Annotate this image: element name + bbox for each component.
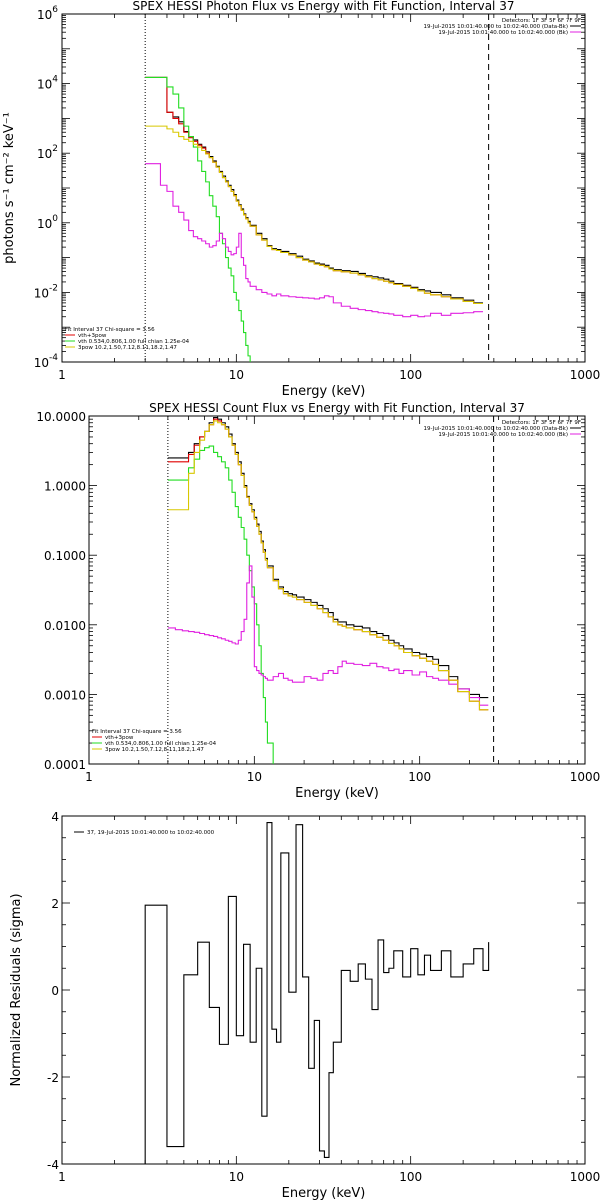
- x-tick-label: 10: [229, 368, 244, 382]
- chart-title: SPEX HESSI Count Flux vs Energy with Fit…: [149, 401, 525, 415]
- x-axis-label: Energy (keV): [282, 1186, 366, 1200]
- legend-detectors: Detectors: 1F 3F 5F 6F 7F 9F: [502, 18, 581, 24]
- legend-bottom: Fit Interval 37 Chi-square = 3.56vth+3po…: [92, 729, 217, 753]
- x-axis-label: Energy (keV): [295, 786, 379, 801]
- legend-entry: 19-Jul-2015 10:01:40.000 to 10:02:40.000…: [438, 432, 568, 438]
- legend-detectors: Detectors: 1F 3F 5F 6F 7F 9F: [502, 420, 581, 426]
- legend-fit-info: Fit Interval 37 Chi-square = 3.56: [92, 729, 182, 735]
- y-tick-label: 102: [37, 144, 58, 161]
- series-line-3: [145, 163, 484, 318]
- y-tick-label: 1.0000: [44, 480, 86, 494]
- series-line-1: [145, 76, 484, 305]
- series-line-1: [167, 418, 489, 711]
- legend-entry: 19-Jul-2015 10:01:40.000 to 10:02:40.000…: [424, 24, 569, 30]
- x-tick-label: 1000: [570, 770, 600, 784]
- y-axis-label: photons s⁻¹ cm⁻² keV⁻¹: [2, 112, 17, 264]
- y-tick-label: 0: [51, 984, 59, 998]
- y-ticks: [89, 418, 585, 765]
- legend-entry: 3pow 10.2,1.50,7.12,8.11,18.2,1.47: [105, 747, 204, 753]
- x-tick-label: 1000: [570, 368, 600, 382]
- legend-top: Detectors: 1F 3F 5F 6F 7F 9F19-Jul-2015 …: [424, 420, 581, 438]
- x-tick-label: 10: [247, 770, 262, 784]
- series-line-2: [145, 76, 251, 362]
- series-line-2: [167, 445, 274, 764]
- series-line-4: [167, 420, 489, 711]
- residuals-panel: 1 10 100 1000 -4 -2 0 2 4 Energy (keV) Normalized …: [9, 810, 600, 1200]
- series-group: [145, 76, 484, 362]
- y-tick-label: 0.0100: [44, 619, 86, 633]
- legend-entry: vth 0.534,0.806,1.00 full chian 1.25e-04: [105, 741, 217, 747]
- chart-title: SPEX HESSI Photon Flux vs Energy with Fi…: [133, 0, 515, 13]
- y-tick-label: 10-4: [34, 353, 59, 370]
- legend-entry: 37, 19-Jul-2015 10:01:40.000 to 10:02:40…: [87, 830, 215, 836]
- legend-entry: 3pow 10.2,1.50,7.12,8.11,18.2,1.47: [78, 345, 177, 351]
- series-line-3: [167, 565, 489, 706]
- y-ticks: [62, 815, 585, 1165]
- legend-entry: vth+3pow: [105, 735, 134, 741]
- legend-entry: 19-Jul-2015 10:01:40.000 to 10:02:40.000…: [438, 30, 568, 36]
- series-group: [144, 821, 490, 1164]
- x-tick-label: 1: [58, 368, 66, 382]
- plot-frame: [61, 815, 586, 1165]
- legend-top: Detectors: 1F 3F 5F 6F 7F 9F19-Jul-2015 …: [424, 18, 581, 36]
- plot-frame: [61, 13, 586, 363]
- x-ticks: [88, 416, 578, 764]
- y-tick-label: 0.0001: [44, 758, 86, 772]
- y-tick-label: 0.1000: [44, 549, 86, 563]
- y-tick-label: 100: [37, 214, 58, 231]
- x-ticks: [61, 14, 578, 362]
- x-tick-label: 1000: [570, 1170, 600, 1184]
- legend-entry: 19-Jul-2015 10:01:40.000 to 10:02:40.000…: [424, 426, 569, 432]
- y-tick-label: 0.0010: [44, 688, 86, 702]
- x-axis-label: Energy (keV): [282, 384, 366, 399]
- x-tick-label: 1: [58, 1170, 66, 1184]
- x-tick-label: 100: [399, 1170, 422, 1184]
- series-line-0: [145, 76, 484, 304]
- photon-flux-panel: SPEX HESSI Photon Flux vs Energy with Fi…: [2, 0, 600, 399]
- series-line-0: [144, 821, 490, 1164]
- x-tick-label: 100: [408, 770, 431, 784]
- series-line-0: [167, 417, 489, 699]
- legend-fit-info: Fit Interval 37 Chi-square = 3.56: [65, 327, 155, 333]
- count-flux-panel: SPEX HESSI Count Flux vs Energy with Fit…: [36, 401, 600, 801]
- series-line-4: [145, 125, 484, 305]
- x-tick-label: 1: [85, 770, 93, 784]
- y-tick-label: 4: [51, 810, 59, 824]
- y-ticks: [62, 15, 585, 363]
- y-tick-label: 104: [37, 75, 58, 92]
- y-tick-label: 10.0000: [36, 410, 86, 424]
- legend-top: 37, 19-Jul-2015 10:01:40.000 to 10:02:40…: [74, 830, 215, 836]
- plot-frame: [88, 415, 586, 765]
- series-group: [167, 417, 489, 764]
- y-tick-label: 10-2: [34, 283, 58, 300]
- x-tick-label: 100: [399, 368, 422, 382]
- y-tick-label: -4: [47, 1158, 59, 1172]
- y-tick-label: 2: [51, 897, 59, 911]
- y-tick-label: 106: [37, 5, 58, 22]
- y-tick-label: -2: [47, 1071, 59, 1085]
- legend-bottom: Fit Interval 37 Chi-square = 3.56vth+3po…: [65, 327, 190, 351]
- y-axis-label: Normalized Residuals (sigma): [9, 893, 24, 1086]
- x-tick-label: 10: [229, 1170, 244, 1184]
- legend-entry: vth+3pow: [78, 333, 107, 339]
- legend-entry: vth 0.534,0.806,1.00 full chian 1.25e-04: [78, 339, 190, 345]
